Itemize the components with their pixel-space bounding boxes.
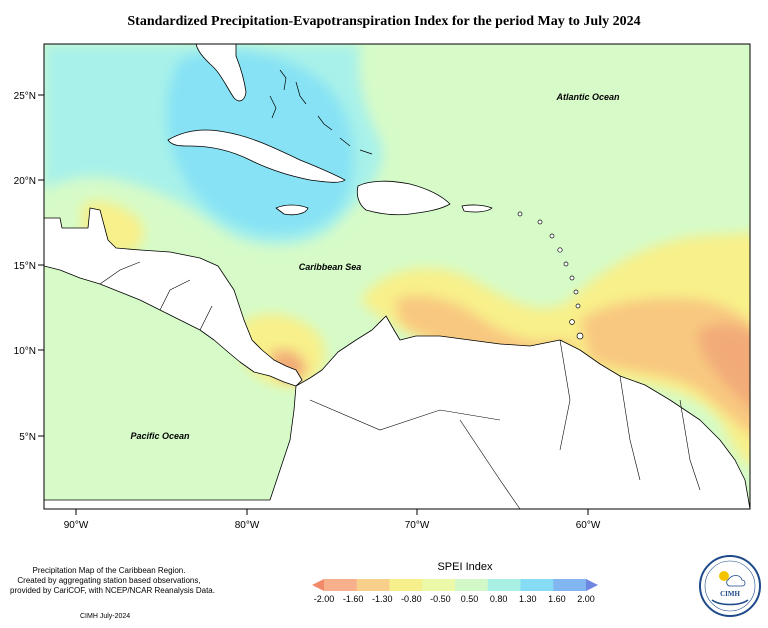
legend-cell <box>389 579 423 591</box>
legend-cell <box>553 579 587 591</box>
land-puerto-rico <box>461 204 493 213</box>
lat-tick: 5°N <box>19 432 36 443</box>
bahamas-islands <box>269 69 373 155</box>
legend-cell <box>455 579 489 591</box>
map-title: Standardized Precipitation-Evapotranspir… <box>127 14 641 29</box>
cloud-icon <box>726 575 746 587</box>
label-atlantic-ocean: Atlantic Ocean <box>555 92 620 102</box>
credit-line: provided by CariCOF, with NCEP/NCAR Rean… <box>10 586 215 595</box>
legend-colorbar <box>312 579 598 591</box>
land-florida <box>195 44 247 102</box>
legend-cell <box>324 579 358 591</box>
lat-tick: 25°N <box>14 91 36 102</box>
legend-tick: -0.50 <box>430 594 451 604</box>
credit-line: Created by aggregating station based obs… <box>17 576 201 585</box>
lat-tick: 10°N <box>14 346 36 357</box>
cimh-logo: CIMH <box>699 555 761 617</box>
legend-tick: 0.50 <box>460 594 479 604</box>
land-hispaniola <box>356 180 451 216</box>
legend-tick: -1.60 <box>342 594 364 604</box>
legend-cell <box>356 579 390 591</box>
lon-tick: 60°W <box>576 520 601 531</box>
credit-line: Precipitation Map of the Caribbean Regio… <box>32 566 186 575</box>
lon-axis: 90°W 80°W 70°W 60°W <box>64 509 601 531</box>
legend-cell <box>422 579 456 591</box>
label-caribbean-sea: Caribbean Sea <box>299 262 362 272</box>
lon-tick: 70°W <box>405 520 430 531</box>
borders <box>99 261 701 509</box>
land-jamaica <box>275 204 309 216</box>
lon-tick: 90°W <box>64 520 89 531</box>
lat-axis: 25°N 20°N 15°N 10°N 5°N <box>14 91 44 443</box>
label-pacific-ocean: Pacific Ocean <box>130 431 190 441</box>
land-central-america <box>44 207 303 387</box>
lon-tick: 80°W <box>235 520 260 531</box>
map-frame <box>43 43 751 510</box>
lesser-antilles <box>517 211 584 340</box>
legend-cell <box>487 579 521 591</box>
legend-tick: 0.80 <box>489 594 508 604</box>
legend-tick: 1.60 <box>548 594 566 604</box>
sun-icon <box>719 571 729 581</box>
logo-text: CIMH <box>720 590 740 598</box>
land <box>44 44 750 509</box>
footer-note: CIMH July-2024 <box>80 613 131 620</box>
credit-text: Precipitation Map of the Caribbean Regio… <box>10 566 215 596</box>
lat-tick: 15°N <box>14 261 36 272</box>
legend-tick: -1.30 <box>371 594 393 604</box>
legend-arrow-low <box>312 579 324 591</box>
land-cuba <box>167 129 346 183</box>
land-south-america <box>44 315 750 509</box>
legend-title: SPEI Index <box>437 561 493 573</box>
dry-zone-orange-atlantic <box>698 323 750 408</box>
legend-tick: -2.00 <box>313 594 335 604</box>
legend-cell <box>520 579 554 591</box>
legend-tick: 1.30 <box>519 594 537 604</box>
legend-tick: 2.00 <box>577 594 595 604</box>
legend-tick: -0.80 <box>401 594 422 604</box>
legend-arrow-high <box>586 579 598 591</box>
lat-tick: 20°N <box>14 176 36 187</box>
